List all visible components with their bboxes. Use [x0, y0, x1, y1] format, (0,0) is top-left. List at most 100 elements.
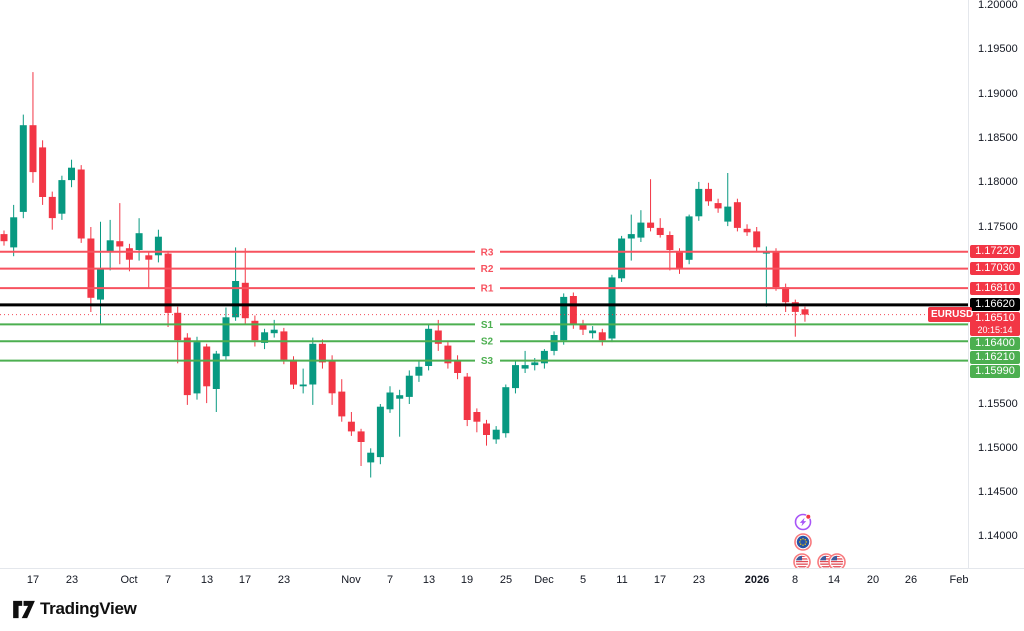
- eu-flag-icon[interactable]: [794, 533, 812, 551]
- candle-oct-21: [261, 328, 269, 350]
- candle-nov-18: [454, 355, 462, 380]
- candle-dec-2: [550, 331, 558, 356]
- time-tick-11: 11: [616, 574, 628, 586]
- time-tick-14: 14: [827, 574, 841, 586]
- axis-horizontal-separator: [0, 568, 1024, 569]
- time-tick-26: 26: [904, 574, 918, 586]
- level-line-s3[interactable]: S3: [0, 354, 968, 368]
- price-tick-1.19000: 1.19000: [978, 88, 1018, 100]
- price-tick-1.18000: 1.18000: [978, 176, 1018, 188]
- countdown-timer: 20:15:14: [977, 325, 1013, 335]
- price-label-r1: 1.16810: [970, 282, 1020, 295]
- candle-sep-24: [77, 165, 85, 243]
- symbol-price-tag: EURUSD: [928, 307, 973, 322]
- price-tick-1.18500: 1.18500: [978, 132, 1018, 144]
- time-tick-oct: Oct: [120, 574, 138, 586]
- candle-nov-24: [492, 426, 500, 444]
- price-scale[interactable]: 1.20000 1.19500 1.19000 1.18500 1.18000 1.175…: [969, 0, 1024, 568]
- candle-dec-11: [618, 235, 626, 282]
- candle-dec-30: [733, 198, 741, 232]
- event-markers-layer: [794, 513, 845, 568]
- level-line-r1[interactable]: R1: [0, 282, 968, 295]
- candle-nov-3: [347, 412, 355, 436]
- level-line-r2[interactable]: R2: [0, 262, 968, 276]
- candle-dec-12: [627, 214, 635, 261]
- candle-nov-6: [376, 404, 384, 465]
- time-tick-17: 17: [26, 574, 40, 586]
- us-flag-icon[interactable]: [794, 554, 810, 568]
- time-tick-13: 13: [200, 574, 214, 586]
- candle-nov-4: [357, 428, 365, 466]
- candle-oct-8: [174, 306, 182, 364]
- tradingview-logo-icon: [13, 600, 35, 618]
- candle-oct-2: [135, 218, 143, 261]
- time-tick-20: 20: [866, 574, 880, 586]
- candle-oct-3: [145, 251, 153, 289]
- time-tick-23: 23: [692, 574, 706, 586]
- level-line-s1[interactable]: S1: [0, 318, 968, 331]
- candle-oct-17: [241, 248, 249, 325]
- candle-nov-17: [444, 342, 452, 369]
- candle-oct-28: [309, 337, 317, 405]
- tradingview-logo[interactable]: TradingView: [13, 599, 137, 619]
- candle-oct-29: [318, 339, 326, 369]
- candle-oct-1: [125, 243, 133, 272]
- time-tick-17: 17: [653, 574, 667, 586]
- candle-oct-24: [290, 356, 297, 389]
- time-scale[interactable]: 17 23 Oct 7 13 17 23 Nov 7 13 19 25 Dec 5 11 17 23 2026 8 1…: [0, 569, 1024, 595]
- candle-dec-15: [637, 210, 645, 242]
- candle-dec-31: [743, 224, 751, 236]
- level-tag-r3: R3: [481, 247, 494, 258]
- candle-oct-6: [154, 229, 162, 263]
- candlestick-chart[interactable]: R3 R2 R1 S1 S2 S3: [0, 0, 968, 568]
- level-line-s2[interactable]: S2: [0, 335, 968, 348]
- time-tick-7: 7: [386, 574, 394, 586]
- chart-pane[interactable]: R3 R2 R1 S1 S2 S3: [0, 0, 968, 568]
- level-line-r3[interactable]: R3: [0, 245, 968, 258]
- candle-sep-17: [29, 72, 37, 183]
- candle-sep-19: [48, 191, 56, 230]
- price-label-r2: 1.17030: [970, 262, 1020, 275]
- time-tick-23: 23: [277, 574, 291, 586]
- time-tick-25: 25: [499, 574, 513, 586]
- candle-dec-16: [647, 179, 655, 232]
- price-tick-1.14000: 1.14000: [978, 530, 1018, 542]
- level-tag-r2: R2: [481, 264, 494, 275]
- candle-dec-22: [685, 214, 693, 265]
- candle-nov-21: [483, 419, 490, 446]
- candle-dec-24: [705, 182, 712, 206]
- candle-dec-3: [560, 293, 568, 345]
- economic-event-icon[interactable]: [794, 513, 812, 531]
- time-tick-dec: Dec: [534, 574, 554, 586]
- candle-nov-13: [425, 324, 433, 371]
- price-tick-1.14500: 1.14500: [978, 486, 1018, 498]
- candle-dec-26: [714, 198, 722, 213]
- time-tick-13: 13: [422, 574, 436, 586]
- candle-oct-27: [299, 368, 307, 394]
- candle-oct-15: [222, 307, 230, 360]
- candle-nov-27: [521, 350, 529, 373]
- us-flag-icon[interactable]: [829, 554, 845, 568]
- candle-dec-9: [598, 328, 606, 346]
- candle-dec-10: [608, 274, 616, 343]
- candle-jan-5: [762, 246, 770, 307]
- time-tick-feb: Feb: [949, 574, 969, 586]
- time-tick-17: 17: [238, 574, 252, 586]
- price-tick-1.15500: 1.15500: [978, 398, 1018, 410]
- candle-dec-17: [656, 218, 664, 238]
- candle-dec-8: [589, 326, 597, 339]
- time-tick-19: 19: [460, 574, 474, 586]
- candle-oct-13: [203, 343, 211, 404]
- candle-oct-9: [183, 333, 191, 405]
- candle-nov-20: [473, 408, 481, 433]
- price-tick-1.20000: 1.20000: [978, 0, 1018, 11]
- candle-sep-22: [58, 175, 66, 220]
- candle-sep-15: [10, 204, 18, 257]
- candle-oct-22: [270, 319, 278, 338]
- candle-nov-19: [463, 373, 471, 427]
- time-tick-2026: 2026: [744, 574, 770, 586]
- candle-nov-11: [405, 370, 413, 404]
- candle-sep-26: [97, 221, 104, 325]
- time-tick-8: 8: [791, 574, 799, 586]
- price-label-r3: 1.17220: [970, 245, 1020, 258]
